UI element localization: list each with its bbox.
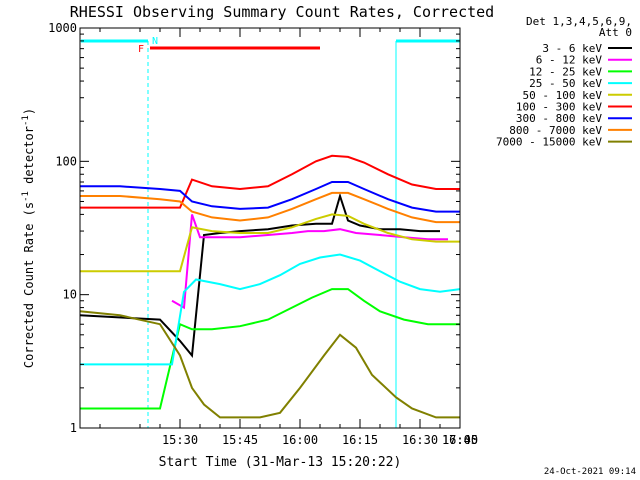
legend-label-2: 12 - 25 keV [529,65,602,78]
series-line-6 [80,181,460,213]
y-tick-label-0: 1 [70,421,77,435]
series-line-8 [79,310,460,419]
series-line-2 [80,288,460,410]
legend-label-0: 3 - 6 keV [542,42,602,55]
x-tick-label-0: 15:30 [162,433,198,447]
series-lines [79,154,461,419]
legend-label-7: 800 - 7000 keV [509,124,602,137]
y-axis-label-sup1: -1 [21,191,31,202]
legend-label-3: 25 - 50 keV [529,77,602,90]
night-label: N [152,36,158,47]
y-axis-label: Corrected Count Rate (s-1 detector-1) [21,108,36,368]
x-axis-label: Start Time (31-Mar-13 15:20:22) [159,455,402,470]
series-line-3 [80,253,461,366]
plot-frame [79,27,461,429]
x-tick-label-3: 16:15 [342,433,378,447]
legend-label-8: 7000 - 15000 keV [496,136,602,149]
series-line-1 [171,214,448,310]
y-axis: 1 10 100 1000 [48,21,460,435]
legend-label-1: 6 - 12 keV [536,54,603,67]
svg-text:Corrected Count Rate (s-1 dete: Corrected Count Rate (s-1 detector-1) [21,108,36,368]
x-tick-label-5: 16:45 [442,433,478,447]
y-tick-label-3: 1000 [48,21,77,35]
series-line-0 [79,192,440,358]
x-tick-label-6: 17:00 [442,433,478,447]
legend-label-5: 100 - 300 keV [516,101,602,114]
x-tick-label-1: 15:45 [222,433,258,447]
y-axis-label-mid: detector [22,126,36,191]
y-axis-label-sup2: -1 [21,115,31,126]
chart-title: RHESSI Observing Summary Count Rates, Co… [70,3,494,21]
x-tick-label-4: 16:30 [402,433,438,447]
y-axis-label-end: ) [22,108,36,115]
legend-label-4: 50 - 100 keV [523,89,603,102]
legend-header-0: Det 1,3,4,5,6,9, [526,15,632,28]
series-line-7 [80,191,460,224]
y-axis-label-main: Corrected Count Rate (s [22,202,36,368]
series-line-4 [80,213,460,273]
legend-header-1: Att 0 [599,26,632,39]
flare-label: F [138,44,144,55]
legend-label-6: 300 - 800 keV [516,112,602,125]
y-tick-label-2: 100 [55,154,77,168]
timestamp: 24-Oct-2021 09:14 [544,467,636,477]
x-tick-label-2: 16:00 [282,433,318,447]
y-tick-label-1: 10 [63,288,77,302]
series-line-5 [80,154,460,209]
